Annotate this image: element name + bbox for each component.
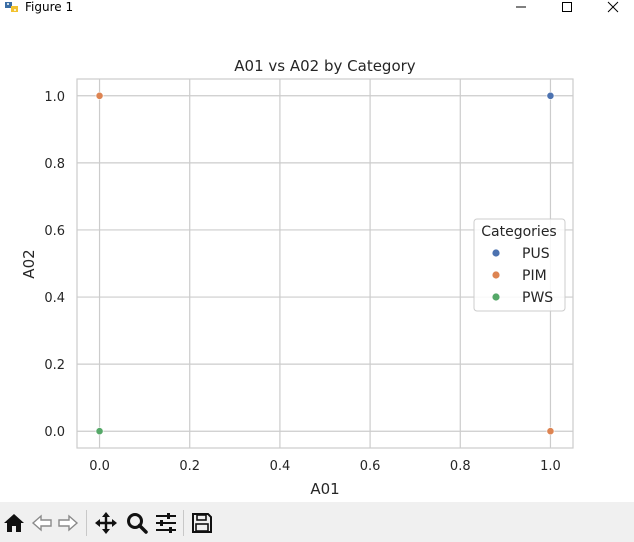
tick-labels: 0.0 0.2 0.4 0.6 0.8 1.0 0.0 0.2 0.4 0.6 0.8 1.0 <box>44 90 560 474</box>
home-icon <box>4 514 24 532</box>
window-titlebar: Figure 1 <box>0 0 634 16</box>
toolbar-separator <box>86 510 87 536</box>
configure-subplots-button[interactable] <box>153 510 179 536</box>
scatter-point-pws <box>95 427 104 436</box>
save-button[interactable] <box>189 510 215 536</box>
python-figure-icon <box>5 2 18 12</box>
legend-marker-pim <box>492 271 500 279</box>
zoom-button[interactable] <box>124 510 150 536</box>
x-tick-label: 0.8 <box>450 459 471 474</box>
back-button[interactable] <box>29 510 55 536</box>
legend-title: Categories <box>481 224 556 240</box>
forward-icon <box>58 514 79 532</box>
y-tick-label: 0.0 <box>44 425 65 440</box>
y-tick-label: 1.0 <box>44 90 65 105</box>
close-icon <box>607 1 619 13</box>
window-title: Figure 1 <box>25 0 74 14</box>
scatter-point-pim <box>95 91 104 100</box>
minimize-icon <box>516 6 526 8</box>
chart-title: A01 vs A02 by Category <box>234 57 416 75</box>
legend-entries: PUS PIM PWS <box>492 246 553 306</box>
figure-canvas[interactable]: 0.0 0.2 0.4 0.6 0.8 1.0 0.0 0.2 0.4 0.6 0.8 1.0 A01… <box>0 16 634 502</box>
scatter-point-pus <box>546 91 555 100</box>
y-axis-label: A02 <box>20 249 38 278</box>
home-button[interactable] <box>1 510 27 536</box>
legend-box <box>473 218 566 312</box>
save-icon <box>192 513 212 533</box>
x-tick-label: 0.6 <box>360 459 381 474</box>
y-tick-label: 0.8 <box>44 157 65 172</box>
close-button[interactable] <box>590 0 634 16</box>
scatter-point-pim <box>546 427 555 436</box>
scatter-points <box>95 91 555 436</box>
pan-icon <box>95 512 117 534</box>
back-icon <box>31 514 52 532</box>
plot-frame <box>76 78 574 449</box>
legend-label: PUS <box>522 246 550 262</box>
configure-subplots-icon <box>156 513 176 533</box>
pan-button[interactable] <box>93 510 119 536</box>
maximize-icon <box>562 2 572 12</box>
forward-button[interactable] <box>55 510 81 536</box>
x-tick-label: 1.0 <box>540 459 561 474</box>
maximize-button[interactable] <box>544 0 590 16</box>
legend-marker-pws <box>492 293 500 301</box>
y-tick-label: 0.6 <box>44 224 65 239</box>
x-tick-label: 0.4 <box>270 459 291 474</box>
x-axis-label: A01 <box>310 480 339 498</box>
minimize-button[interactable] <box>498 0 544 16</box>
y-tick-label: 0.2 <box>44 358 65 373</box>
toolbar-separator <box>183 510 184 536</box>
legend-marker-pus <box>492 249 500 257</box>
x-tick-label: 0.0 <box>89 459 110 474</box>
navigation-toolbar <box>0 502 634 542</box>
x-tick-label: 0.2 <box>179 459 200 474</box>
legend-label: PIM <box>522 268 547 284</box>
y-tick-label: 0.4 <box>44 291 65 306</box>
legend: Categories PUS PIM PWS <box>473 218 566 312</box>
legend-label: PWS <box>522 290 553 306</box>
zoom-icon <box>127 513 148 534</box>
